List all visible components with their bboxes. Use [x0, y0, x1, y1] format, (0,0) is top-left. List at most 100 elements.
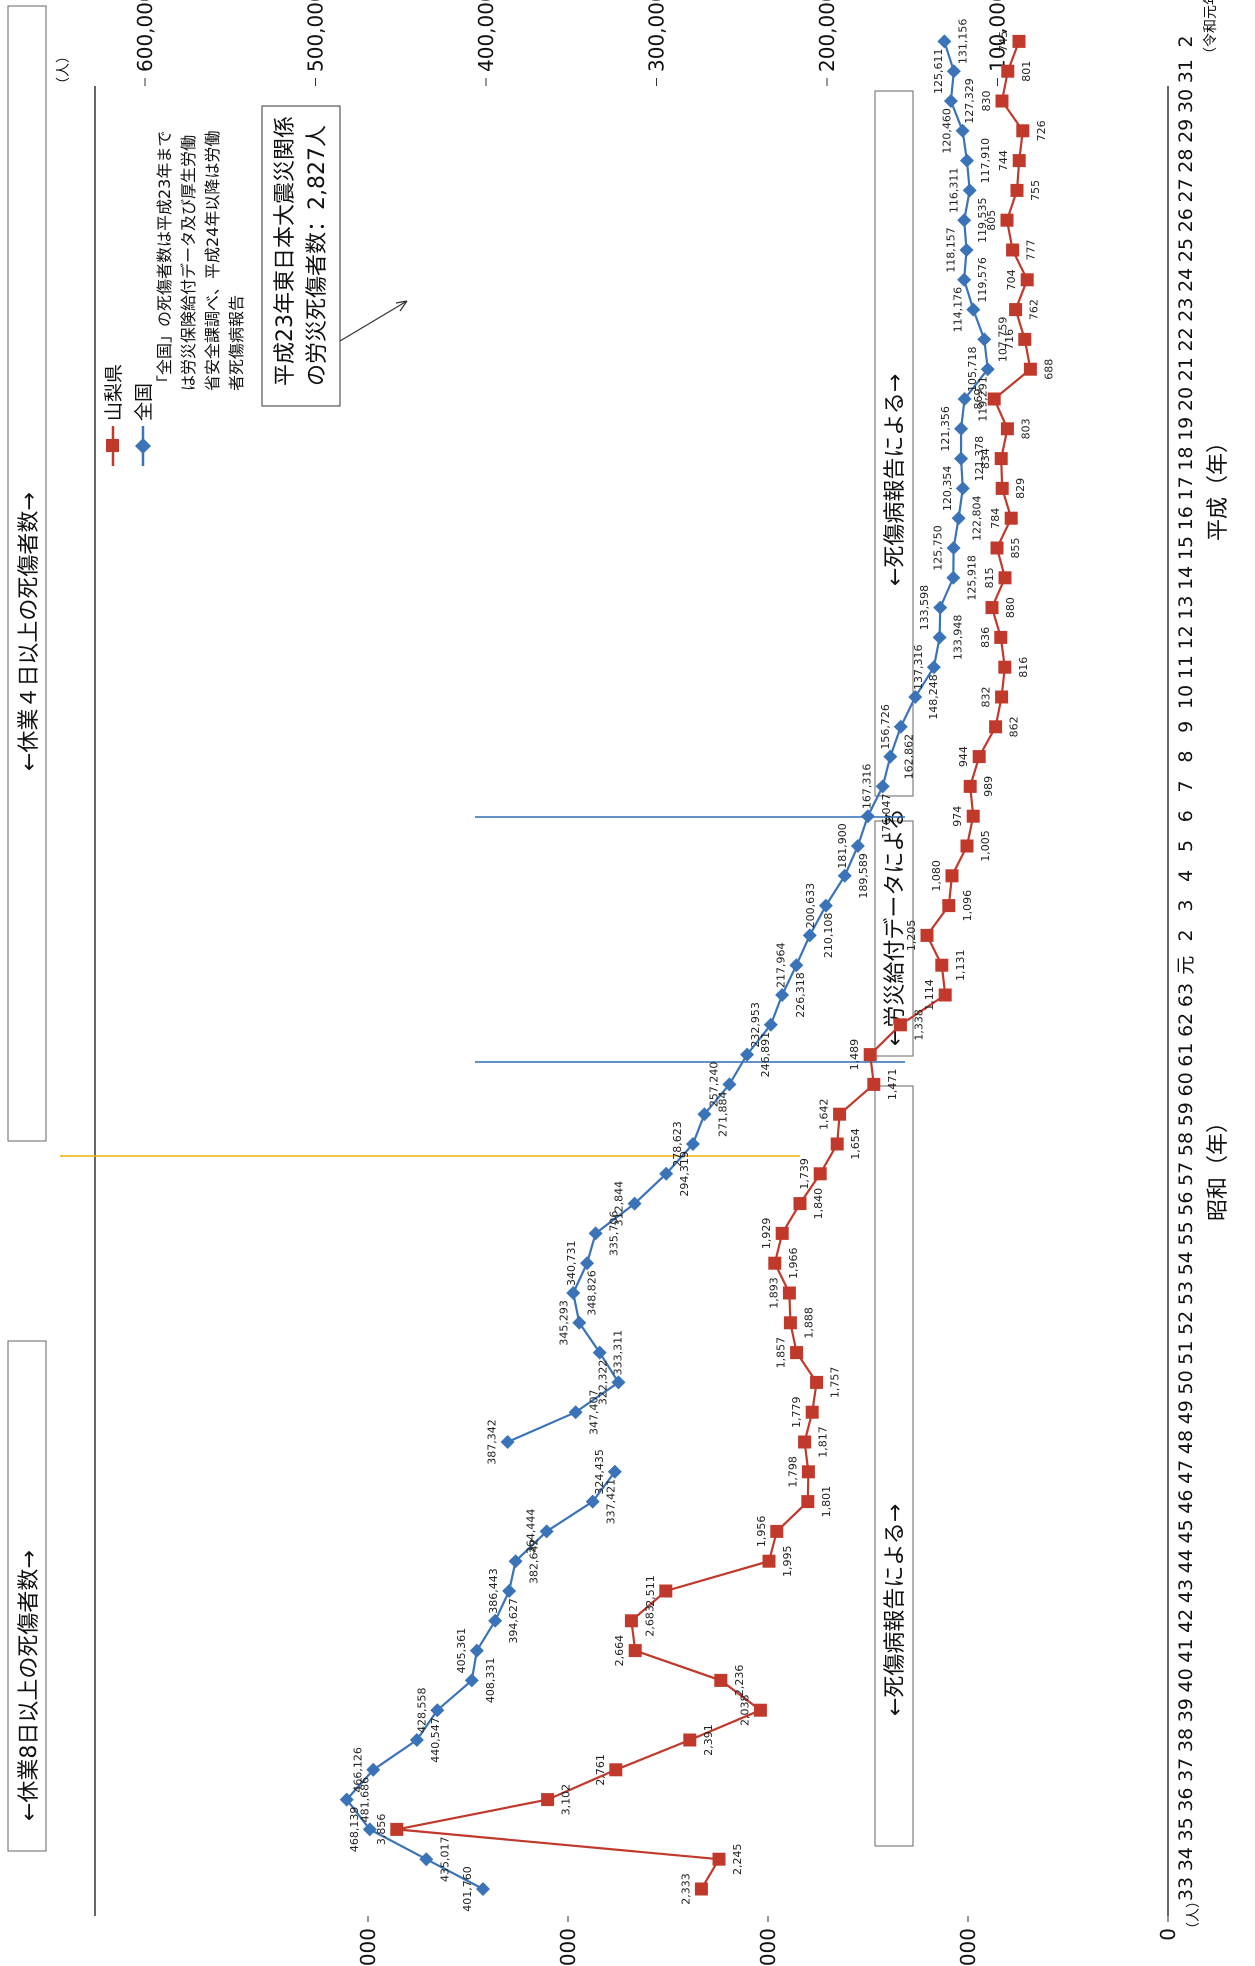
x-tick-label: 16	[1175, 506, 1197, 530]
data-point	[954, 421, 969, 436]
data-label: 1,131	[954, 949, 967, 981]
data-point	[818, 898, 833, 913]
data-label: 210,108	[822, 913, 835, 959]
data-label: 974	[951, 806, 964, 827]
data-label: 226,318	[794, 972, 807, 1018]
note-line-4: 者死傷病報告	[227, 295, 246, 391]
data-point	[1001, 64, 1015, 78]
data-label: 114,176	[951, 287, 964, 333]
data-point	[789, 958, 804, 973]
data-point	[627, 1196, 642, 1211]
data-point	[694, 1882, 708, 1896]
series-line	[507, 41, 989, 1444]
data-point	[762, 1554, 776, 1568]
data-label: 2,683	[643, 1605, 656, 1637]
data-point	[697, 1107, 712, 1122]
x-tick-label: 25	[1175, 238, 1197, 262]
data-label: 189,589	[857, 853, 870, 899]
data-point	[430, 1703, 445, 1718]
data-label: 1,080	[930, 860, 943, 892]
data-label: 246,891	[759, 1032, 772, 1078]
x-tick-label: 15	[1175, 536, 1197, 560]
data-point	[833, 1107, 847, 1121]
x-tick-label: 49	[1175, 1400, 1197, 1424]
x-tick-label: 9	[1175, 721, 1197, 733]
data-point	[959, 243, 974, 257]
x-tick-label: 57	[1175, 1162, 1197, 1186]
data-label: 405,361	[455, 1628, 468, 1674]
data-label: 830	[980, 91, 993, 112]
x-tick-label: 36	[1175, 1788, 1197, 1812]
data-point	[770, 1524, 784, 1538]
x-tick-label: 38	[1175, 1728, 1197, 1752]
data-point	[908, 690, 923, 704]
x-tick-label: 34	[1175, 1847, 1197, 1871]
era-label-reiwa: （令和元年）	[1203, 0, 1219, 61]
x-tick-label: 33	[1175, 1877, 1197, 1901]
data-point	[955, 481, 970, 496]
data-label: 116,311	[948, 168, 961, 214]
data-point	[488, 1613, 503, 1628]
data-point	[753, 1703, 767, 1717]
data-point	[946, 64, 961, 79]
data-point	[775, 1226, 789, 1240]
data-point	[813, 1167, 827, 1181]
x-tick-label: 23	[1175, 298, 1197, 322]
data-point	[1010, 183, 1024, 197]
data-label: 816	[1017, 657, 1030, 678]
data-point	[995, 481, 1009, 495]
data-label: 121,356	[939, 406, 952, 452]
data-point	[366, 1762, 381, 1777]
note-line-3: 省安全課調べ、平成24年以降は労働	[203, 131, 222, 391]
source-note: 「全国」の死傷者数は平成23年まで は労災保険給付データ及び厚生労働 省安全課調…	[155, 131, 246, 391]
data-label: 401,760	[461, 1866, 474, 1912]
data-label: 688	[1042, 359, 1055, 380]
data-point	[954, 451, 969, 466]
data-label: 3,856	[375, 1814, 388, 1846]
data-label: 1,471	[886, 1069, 899, 1101]
data-label: 1,857	[775, 1337, 788, 1369]
data-label: 167,316	[861, 764, 874, 810]
data-point	[1006, 243, 1020, 257]
legend-zenkoku-label: 全国	[133, 383, 155, 421]
data-label: 345,293	[557, 1300, 570, 1346]
data-point	[782, 1286, 796, 1300]
data-point	[508, 1554, 523, 1569]
x-tick-label: 29	[1175, 119, 1197, 143]
data-point	[763, 1017, 778, 1032]
data-point	[933, 600, 948, 615]
data-label: 131,156	[956, 19, 969, 65]
data-label: 1,779	[790, 1396, 803, 1428]
data-label: 119,576	[976, 257, 989, 303]
x-tick-label: 61	[1175, 1043, 1197, 1067]
data-point	[801, 1465, 815, 1479]
data-label: 271,884	[716, 1091, 729, 1137]
data-label: 944	[957, 746, 970, 767]
data-point	[475, 1882, 490, 1896]
data-point	[946, 570, 961, 585]
data-label: 394,627	[507, 1598, 520, 1644]
data-label: 162,862	[902, 734, 915, 780]
data-label: 1,654	[849, 1128, 862, 1160]
era-label-showa: 昭和（年）	[1206, 1111, 1231, 1221]
data-point	[683, 1733, 697, 1747]
data-label: 1,489	[848, 1039, 861, 1071]
data-label: 1,642	[818, 1098, 831, 1130]
left-tick-label: 3,000	[556, 1928, 580, 1966]
box-kyugyo4-text: ←休業４日以上の死傷者数→	[17, 492, 42, 771]
data-point	[990, 541, 1004, 555]
data-point	[580, 1256, 595, 1271]
x-tick-label: 26	[1175, 208, 1197, 232]
data-label: 324,435	[593, 1449, 606, 1495]
earthquake-callout-line-1: 平成23年東日本大震災関係	[273, 116, 298, 386]
x-tick-label: 18	[1175, 447, 1197, 471]
x-tick-label: 43	[1175, 1579, 1197, 1603]
right-tick-label: 600,000	[133, 0, 157, 72]
data-label: 726	[1035, 120, 1048, 141]
earthquake-callout-arrow	[339, 300, 408, 342]
data-point	[810, 1375, 824, 1389]
data-label: 815	[983, 567, 996, 588]
data-point	[883, 749, 898, 764]
left-tick-label: 1,000	[956, 1928, 980, 1966]
